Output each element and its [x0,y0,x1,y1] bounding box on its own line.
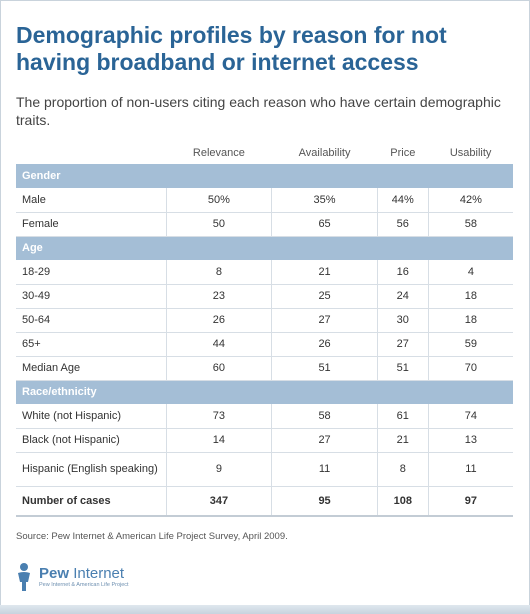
header-spacer [16,144,166,164]
table-cell: 73 [165,404,272,429]
row-label: Median Age [16,356,166,381]
row-label: 65+ [16,332,166,357]
section-header-row: Race/ethnicity [16,380,513,404]
table-cell: 51 [271,356,378,381]
table-cell: 8 [165,260,272,285]
table-cell: 11 [271,452,378,487]
logo-name-regular: Internet [73,565,125,582]
table-cell: 11 [427,452,513,487]
table-row: 18-29 8 21 16 4 [16,260,513,285]
column-header: Relevance [192,147,245,159]
row-label: 18-29 [16,260,166,285]
totals-cell: 108 [376,486,429,517]
table-cell: 26 [165,308,272,333]
logo-text: Pew Internet Pew Internet & American Lif… [34,566,129,589]
table-cell: 50 [165,212,272,237]
table-cell: 61 [376,404,429,429]
table-cell: 42% [427,188,513,213]
table-cell: 27 [376,332,429,357]
table-cell: 18 [427,308,513,333]
table-row: Female 50 65 56 58 [16,212,513,237]
table-cell: 50% [165,188,272,213]
chart-title: Demographic profiles by reason for not h… [16,22,447,75]
table-cell: 44% [376,188,429,213]
table-cell: 56 [376,212,429,237]
source-note: Source: Pew Internet & American Life Pro… [16,531,288,542]
section-header-row: Age [16,236,513,260]
table-cell: 23 [165,284,272,309]
table-cell: 58 [427,212,513,237]
table-body: Gender Male 50% 35% 44% 42% Female 50 65 56 58 Age 1… [16,164,513,517]
row-label: Female [16,212,166,237]
table-row: 50-64 26 27 30 18 [16,308,513,333]
table-cell: 27 [271,428,378,453]
column-header: Availability [298,147,351,159]
table-row: Median Age 60 51 51 70 [16,356,513,381]
table-row: Black (not Hispanic) 14 27 21 13 [16,428,513,453]
data-table: Relevance Availability Price Usability G… [16,144,513,517]
table-cell: 18 [427,284,513,309]
bottom-bar [0,605,530,614]
table-cell: 59 [427,332,513,357]
logo-name-bold: Pew [39,565,70,582]
table-cell: 26 [271,332,378,357]
section-header: Race/ethnicity [16,380,513,404]
header-row: Relevance Availability Price Usability [16,144,513,164]
pew-logo: Pew Internet Pew Internet & American Lif… [14,562,129,592]
logo-tagline: Pew Internet & American Life Project [39,582,129,588]
table-cell: 21 [271,260,378,285]
table-row: 65+ 44 26 27 59 [16,332,513,357]
table-cell: 8 [376,452,429,487]
totals-cell: 347 [165,486,272,517]
table-cell: 70 [427,356,513,381]
column-header: Usability [449,147,492,159]
table-cell: 24 [376,284,429,309]
table-cell: 35% [271,188,378,213]
table-cell: 30 [376,308,429,333]
totals-cell: 95 [271,486,378,517]
column-header: Price [390,147,416,159]
table-cell: 51 [376,356,429,381]
table-cell: 60 [165,356,272,381]
totals-cell: 97 [427,486,513,517]
row-label: White (not Hispanic) [16,404,166,429]
table-cell: 27 [271,308,378,333]
table-row: 30-49 23 25 24 18 [16,284,513,309]
table-cell: 13 [427,428,513,453]
section-header-row: Gender [16,164,513,188]
section-header: Age [16,236,513,260]
table-row: White (not Hispanic) 73 58 61 74 [16,404,513,429]
table-cell: 65 [271,212,378,237]
table-row: Hispanic (English speaking) 9 11 8 11 [16,452,513,487]
totals-label: Number of cases [16,486,166,517]
section-header: Gender [16,164,513,188]
table-cell: 4 [427,260,513,285]
row-label: Male [16,188,166,213]
table-cell: 74 [427,404,513,429]
table-cell: 44 [165,332,272,357]
totals-row: Number of cases 347 95 108 97 [16,486,513,517]
table-row: Male 50% 35% 44% 42% [16,188,513,213]
chart-subtitle: The proportion of non-users citing each … [16,94,501,128]
table-cell: 16 [376,260,429,285]
row-label: Black (not Hispanic) [16,428,166,453]
table-cell: 14 [165,428,272,453]
table-cell: 25 [271,284,378,309]
row-label: 30-49 [16,284,166,309]
table-cell: 58 [271,404,378,429]
table-cell: 21 [376,428,429,453]
table-cell: 9 [165,452,272,487]
logo-name: Pew Internet [39,566,129,582]
row-label: 50-64 [16,308,166,333]
person-figure-icon [18,563,30,591]
row-label: Hispanic (English speaking) [16,452,166,487]
